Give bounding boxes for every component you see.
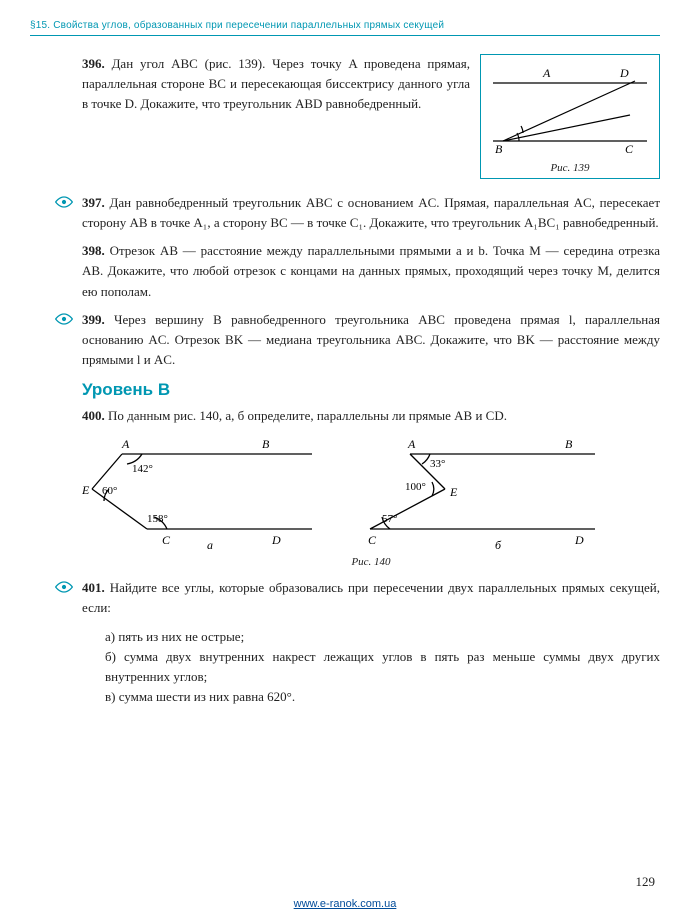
problem-398: 398. Отрезок AB — расстояние между парал… [82,241,660,301]
problem-num: 401. [82,580,105,595]
fig140a-E: E [82,483,90,497]
marker-icon [54,312,74,332]
problem-num: 399. [82,312,105,327]
problem-400: 400. По данным рис. 140, а, б определите… [82,406,660,426]
problem-401-c: в) сумма шести из них равна 620°. [105,687,660,707]
fig140b-sublabel: б [495,538,502,552]
fig140b-ang100: 100° [405,481,426,493]
problem-399: 399. Через вершину B равнобедренного тре… [82,310,660,370]
fig140-caption: Рис. 140 [82,556,660,568]
figure-140: A B C D E 142° 60° 158° а A B C D [82,434,660,554]
page-number: 129 [636,874,656,890]
fig140a-ang142: 142° [132,463,153,475]
fig140a-A: A [121,437,130,451]
problem-text: Отрезок AB — расстояние между параллельн… [82,243,660,298]
problem-num: 398. [82,243,105,258]
figure-140a-svg: A B C D E 142° 60° 158° а [82,434,322,554]
marker-icon [54,580,74,600]
fig140a-ang158: 158° [147,513,168,525]
problem-num: 396. [82,56,105,71]
fig140b-B: B [565,437,573,451]
problem-text: Найдите все углы, которые образовались п… [82,580,660,615]
problem-text: Дан равнобедренный треугольник ABC с осн… [82,195,660,230]
problem-397: 397. Дан равнобедренный треугольник ABC … [82,193,660,233]
fig140a-C: C [162,533,171,547]
footer-link[interactable]: www.e-ranok.com.ua [0,898,690,910]
fig140a-ang60: 60° [102,485,117,497]
fig140a-sublabel: а [207,538,213,552]
section-header: §15. Свойства углов, образованных при пе… [30,20,660,36]
problem-text: По данным рис. 140, а, б определите, пар… [108,408,507,423]
problem-401-b: б) сумма двух внутренних накрест лежащих… [105,647,660,687]
fig140b-C: C [368,533,377,547]
problem-401: 401. Найдите все углы, которые образовал… [82,578,660,618]
problem-396: 396. Дан угол ABC (рис. 139). Через точк… [82,54,660,185]
fig140b-A: A [407,437,416,451]
marker-icon [54,195,74,215]
fig140b-E: E [449,485,458,499]
fig140b-ang57: 57° [382,513,397,525]
fig140b-ang33: 33° [430,458,445,470]
problem-num: 400. [82,408,105,423]
fig140b-D: D [574,533,584,547]
problem-text: Через вершину B равнобедренного треуголь… [82,312,660,367]
figure-140b-svg: A B C D E 33° 100° 57° б [350,434,600,554]
problem-text: Дан угол ABC (рис. 139). Через точку A п… [82,56,470,111]
fig140a-B: B [262,437,270,451]
level-b-heading: Уровень В [82,380,660,400]
fig140a-D: D [271,533,281,547]
problem-401-a: а) пять из них не острые; [105,627,660,647]
problem-num: 397. [82,195,105,210]
